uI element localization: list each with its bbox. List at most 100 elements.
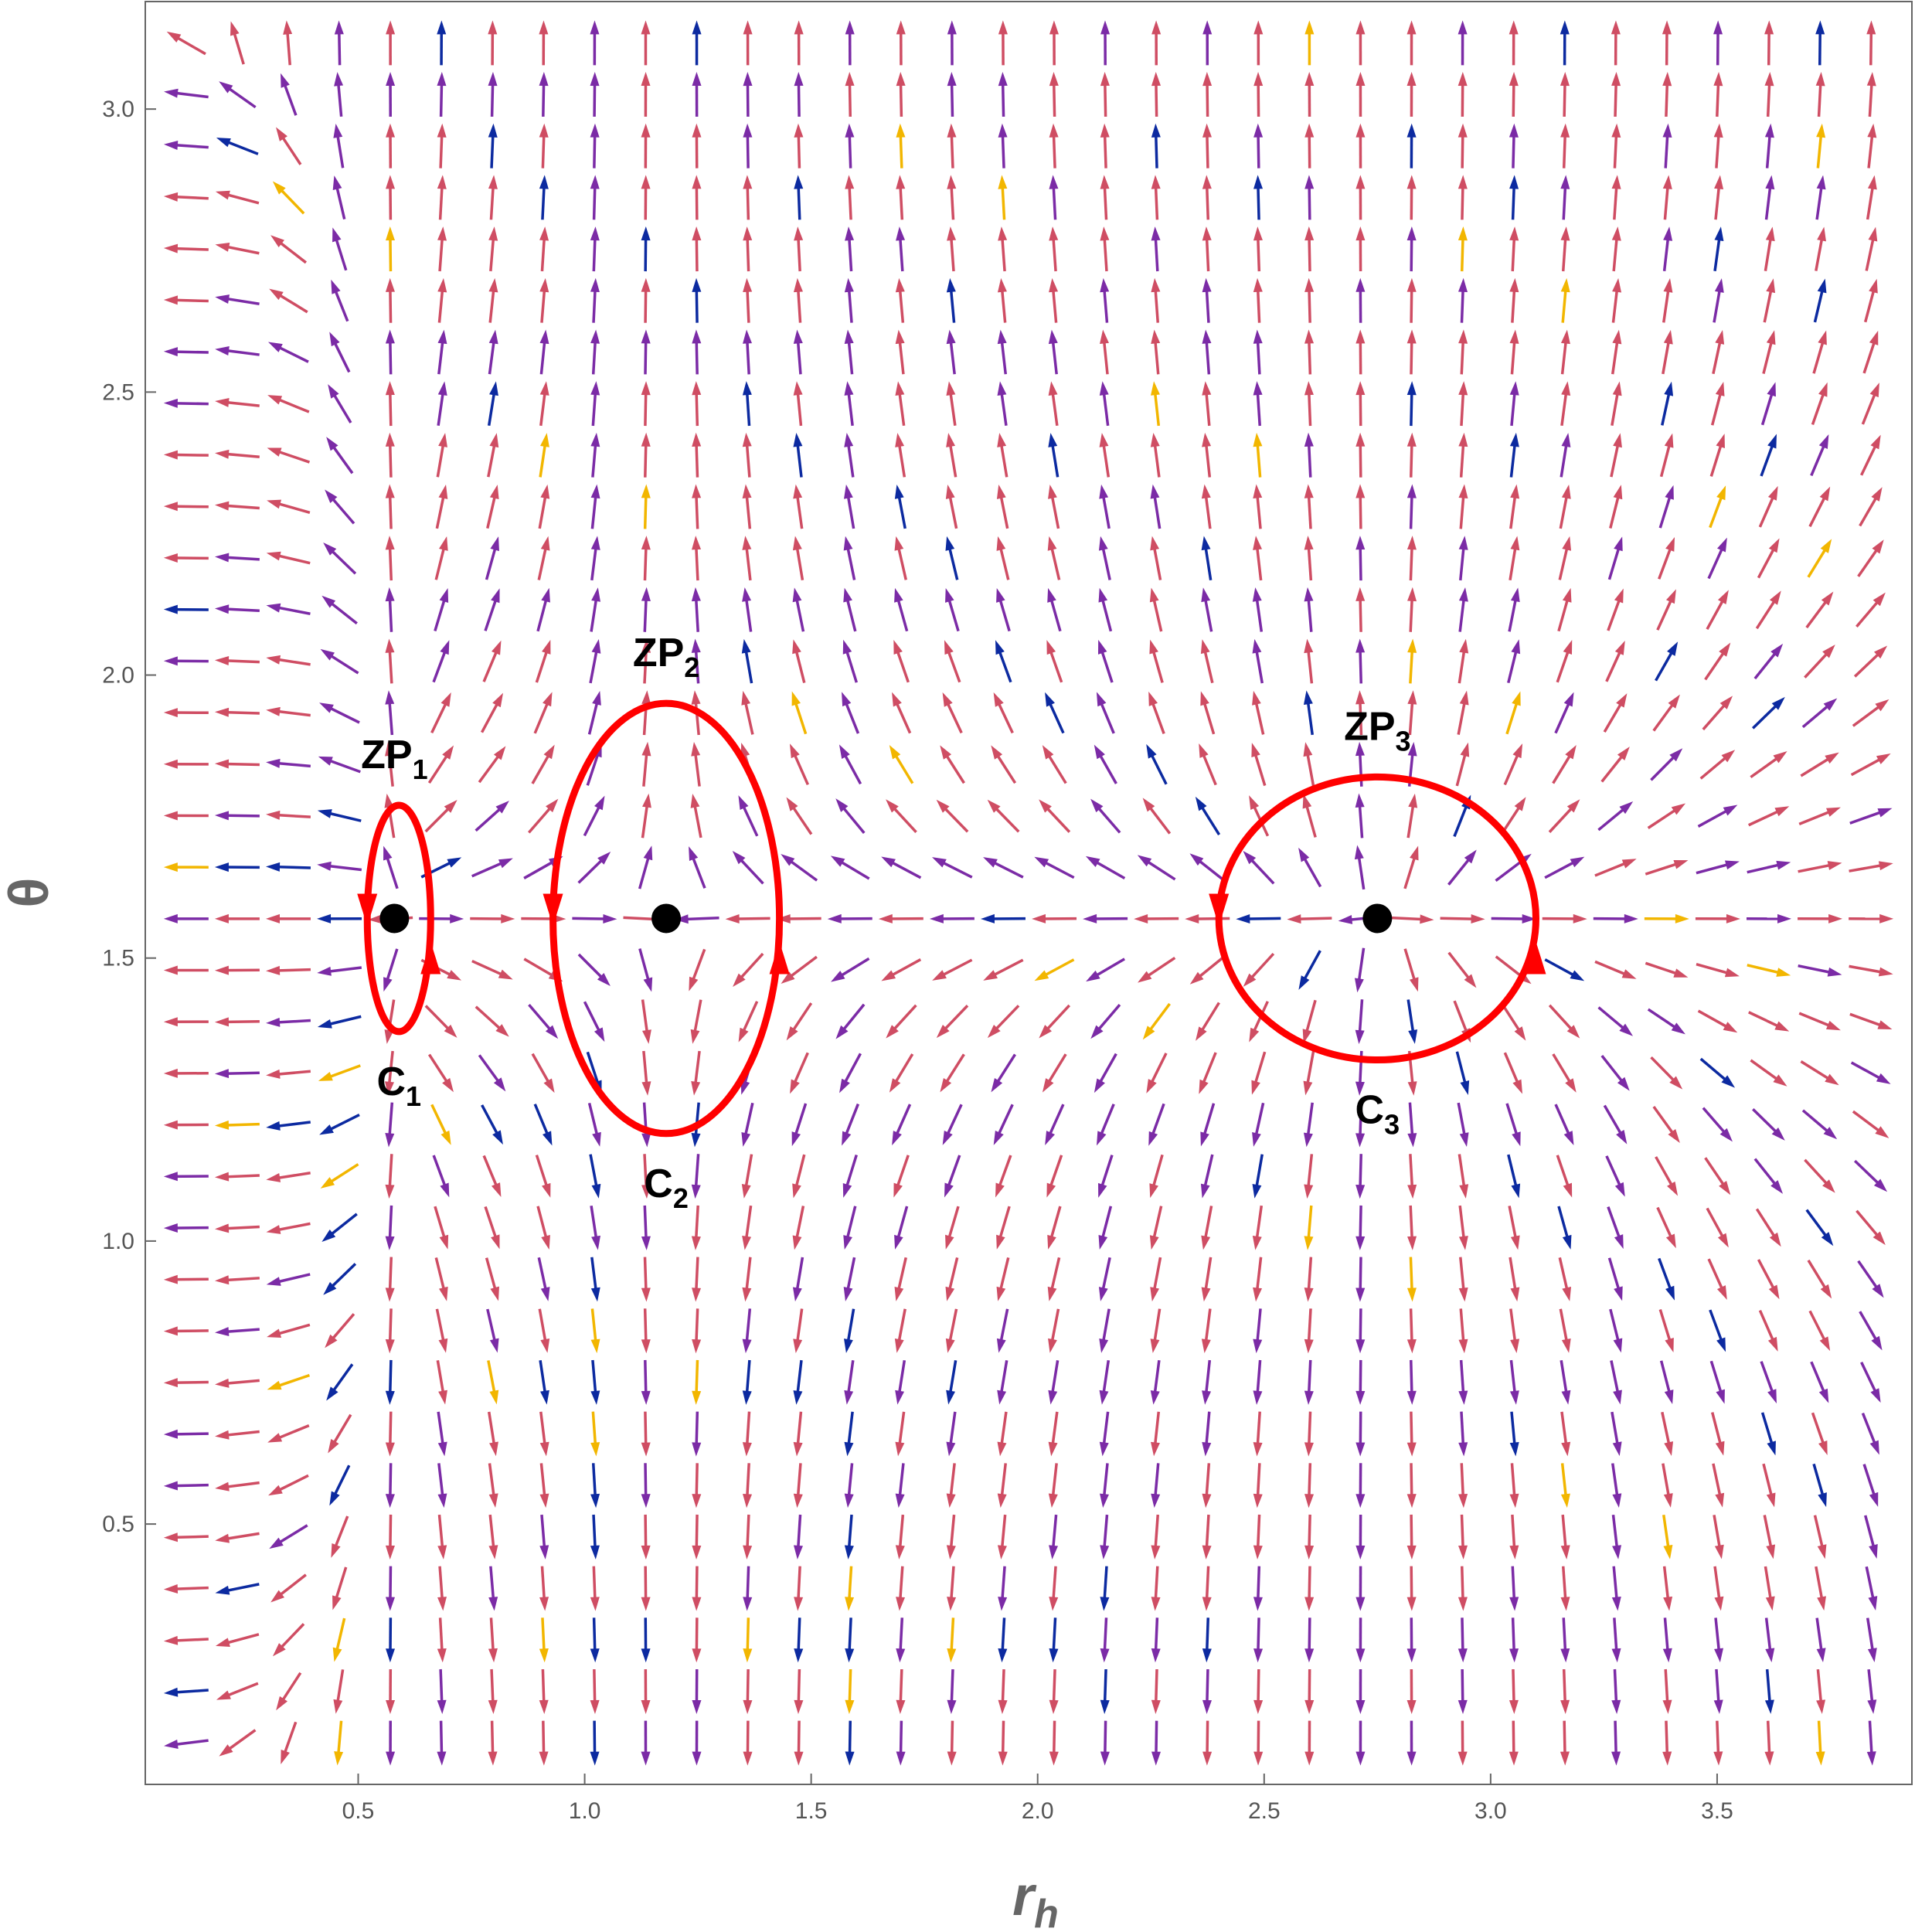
field-arrow — [385, 381, 395, 427]
field-arrow — [427, 745, 454, 784]
arrow-head — [1100, 1751, 1110, 1766]
arrow-head — [1611, 175, 1621, 189]
field-arrow — [886, 1004, 917, 1039]
field-arrow — [1560, 1514, 1570, 1560]
field-arrow — [590, 1257, 600, 1302]
field-arrow — [947, 1566, 957, 1611]
arrow-head — [1560, 329, 1570, 345]
field-arrow — [1815, 175, 1826, 220]
arrow-head — [163, 1687, 179, 1697]
arrow-head — [1202, 1493, 1212, 1509]
arrow-head — [266, 1069, 281, 1079]
arrow-head — [892, 1131, 902, 1146]
arrow-head — [1355, 587, 1366, 601]
arrow-head — [266, 1017, 281, 1027]
arrow-head — [214, 759, 230, 769]
field-arrow — [1304, 1668, 1315, 1714]
arrow-head — [789, 743, 800, 759]
arrow-head — [1151, 1493, 1161, 1509]
field-arrow — [1148, 691, 1165, 734]
field-arrow — [1508, 1206, 1520, 1250]
field-arrow — [281, 73, 298, 116]
arrow-head — [1771, 696, 1785, 710]
field-arrow — [1407, 1102, 1417, 1148]
field-arrow — [1864, 1515, 1878, 1559]
arrow-head — [1713, 1699, 1723, 1714]
field-arrow — [437, 1514, 447, 1560]
arrow-head — [590, 1699, 600, 1714]
field-arrow — [1713, 226, 1724, 272]
field-arrow — [1867, 123, 1877, 168]
arrow-head — [1611, 226, 1621, 241]
arrow-head — [738, 1027, 749, 1043]
arrow-head — [1355, 1133, 1366, 1148]
arrow-head — [844, 381, 854, 396]
field-arrow — [538, 484, 550, 529]
arrow-head — [1464, 974, 1477, 988]
arrow-head — [1719, 642, 1731, 657]
arrow-head — [1098, 1287, 1108, 1301]
arrow-head — [267, 1328, 282, 1338]
arrow-head — [1460, 742, 1470, 757]
field-arrow — [791, 691, 808, 735]
field-arrow — [1815, 72, 1825, 117]
field-arrow — [896, 1617, 906, 1663]
arrow-head — [845, 1648, 855, 1663]
arrow-head — [1614, 536, 1623, 552]
contour-arrow — [1209, 893, 1230, 927]
arrow-head — [1148, 1131, 1158, 1146]
field-arrow — [267, 1373, 311, 1390]
arrow-head — [692, 1390, 702, 1405]
arrow-head — [896, 226, 906, 241]
arrow-head — [1561, 433, 1571, 447]
arrow-head — [641, 277, 651, 292]
field-arrow — [1083, 913, 1128, 923]
arrow-head — [845, 226, 855, 241]
arrow-head — [1817, 226, 1826, 242]
field-arrow — [590, 484, 600, 529]
field-arrow — [835, 1003, 866, 1039]
arrow-head — [591, 638, 601, 654]
arrow-head — [319, 702, 334, 713]
field-arrow — [488, 1514, 498, 1560]
arrow-head — [641, 1081, 651, 1096]
arrow-head — [743, 123, 753, 138]
field-arrow — [1805, 1209, 1834, 1247]
arrow-head — [1355, 1597, 1366, 1611]
field-arrow — [945, 1206, 960, 1250]
arrow-head — [332, 1595, 342, 1611]
field-arrow — [590, 1205, 600, 1250]
field-arrow — [1458, 1668, 1468, 1714]
arrow-head — [1406, 381, 1417, 396]
field-arrow — [590, 123, 600, 168]
arrow-head — [1407, 638, 1417, 653]
arrow-head — [1820, 1284, 1832, 1299]
field-arrow — [845, 175, 855, 220]
arrow-head — [1253, 1390, 1263, 1405]
arrow-head — [438, 1338, 448, 1353]
field-arrow — [163, 192, 209, 202]
x-axis-label: rh — [1012, 1866, 1059, 1932]
arrow-head — [1200, 691, 1209, 706]
field-arrow — [386, 226, 396, 272]
zero-point-name: ZP — [361, 733, 412, 777]
arrow-head — [892, 692, 902, 707]
arrow-head — [1202, 1390, 1212, 1405]
field-arrow — [334, 20, 344, 66]
field-arrow — [743, 72, 753, 117]
field-arrow — [488, 1566, 498, 1611]
field-arrow — [1048, 433, 1060, 478]
arrow-head — [998, 20, 1008, 35]
field-arrow — [1709, 1360, 1725, 1404]
field-arrow — [1253, 277, 1263, 323]
field-arrow — [932, 857, 973, 879]
field-arrow — [1202, 1668, 1212, 1714]
field-arrow — [270, 1573, 307, 1603]
field-arrow — [1707, 1258, 1727, 1301]
field-arrow — [1100, 1514, 1110, 1560]
arrow-head — [1201, 1338, 1211, 1354]
field-arrow — [743, 1668, 753, 1714]
field-arrow — [641, 690, 651, 736]
arrow-head — [1872, 592, 1886, 607]
field-arrow — [843, 587, 857, 632]
